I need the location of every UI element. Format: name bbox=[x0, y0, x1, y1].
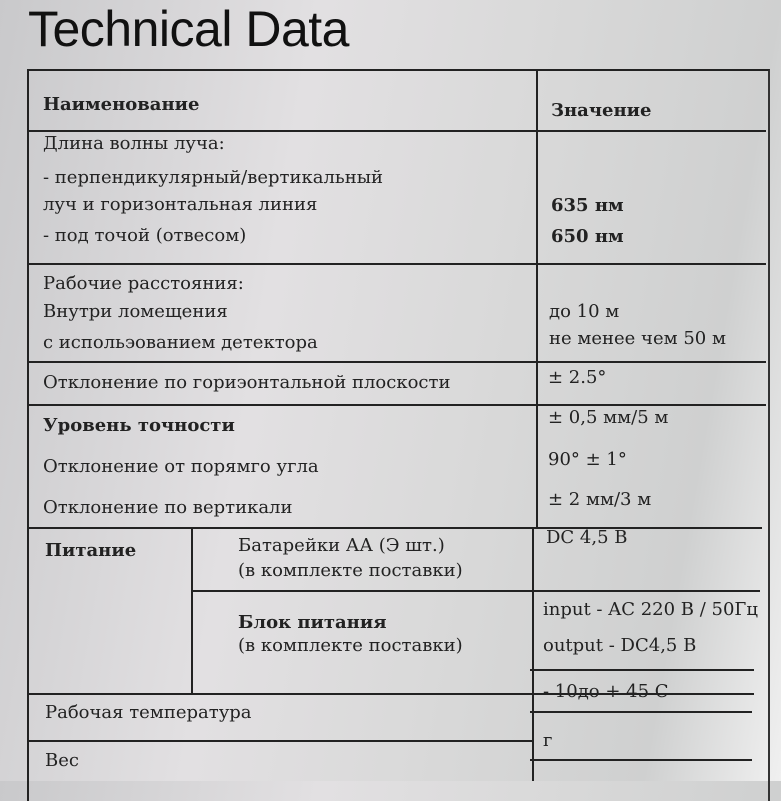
divider bbox=[191, 528, 193, 693]
distance-label: с испольэованием детектора bbox=[43, 332, 318, 353]
horizontal-value: ± 2.5° bbox=[548, 367, 607, 388]
distance-label: Рабочие расстояния: bbox=[43, 273, 244, 294]
wavelength-label: - под точой (отвесом) bbox=[43, 225, 247, 246]
battery-value: DC 4,5 В bbox=[546, 527, 628, 548]
distance-label: Внутри ломещения bbox=[43, 301, 228, 322]
adapter-value: output - DC4,5 В bbox=[543, 635, 697, 656]
divider bbox=[536, 70, 538, 528]
adapter-label: (в комплекте поставки) bbox=[238, 635, 463, 656]
header-name: Наименование bbox=[43, 94, 200, 115]
distance-value: до 10 м bbox=[549, 301, 620, 322]
vertical-label: Отклонение по вертикали bbox=[43, 497, 293, 518]
accuracy-value: ± 0,5 мм/5 м bbox=[548, 407, 669, 428]
divider bbox=[27, 740, 532, 742]
power-label: Питание bbox=[45, 540, 137, 561]
horizontal-label: Отклонение по гориэонтальной плоскости bbox=[43, 372, 451, 393]
accuracy-label: Уровень точности bbox=[43, 415, 235, 436]
wavelength-value: 635 нм bbox=[551, 195, 624, 216]
divider bbox=[27, 130, 766, 132]
wavelength-label: - перпендикулярный/вертикальный bbox=[43, 167, 384, 188]
divider bbox=[532, 528, 534, 781]
distance-value: не менее чем 50 м bbox=[549, 328, 726, 349]
wavelength-label: луч и горизонтальная линия bbox=[43, 194, 318, 215]
weight-value: г bbox=[543, 730, 553, 751]
wavelength-label: Длина волны луча: bbox=[43, 133, 225, 154]
vertical-value: ± 2 мм/3 м bbox=[548, 489, 652, 510]
right-angle-label: Отклонение от порямго угла bbox=[43, 456, 319, 477]
adapter-value: input - AC 220 В / 50Гц bbox=[543, 599, 758, 620]
divider bbox=[27, 693, 754, 695]
right-angle-value: 90° ± 1° bbox=[548, 449, 627, 470]
technical-data-table bbox=[27, 69, 770, 801]
divider bbox=[27, 361, 766, 363]
divider bbox=[530, 759, 752, 761]
divider bbox=[27, 263, 766, 265]
wavelength-value: 650 нм bbox=[551, 226, 624, 247]
divider bbox=[27, 404, 766, 406]
divider bbox=[192, 590, 760, 592]
temperature-value: - 10до + 45 С bbox=[543, 681, 669, 702]
divider bbox=[530, 669, 754, 671]
temperature-label: Рабочая температура bbox=[45, 702, 252, 723]
battery-label: Батарейки АА (Э шт.) bbox=[238, 535, 445, 556]
weight-label: Вес bbox=[45, 750, 79, 771]
battery-label: (в комплекте поставки) bbox=[238, 560, 463, 581]
divider bbox=[27, 527, 762, 529]
divider bbox=[530, 711, 752, 713]
adapter-label: Блок питания bbox=[238, 612, 387, 633]
page-title: Technical Data bbox=[28, 1, 349, 57]
header-value: Значение bbox=[551, 100, 652, 121]
